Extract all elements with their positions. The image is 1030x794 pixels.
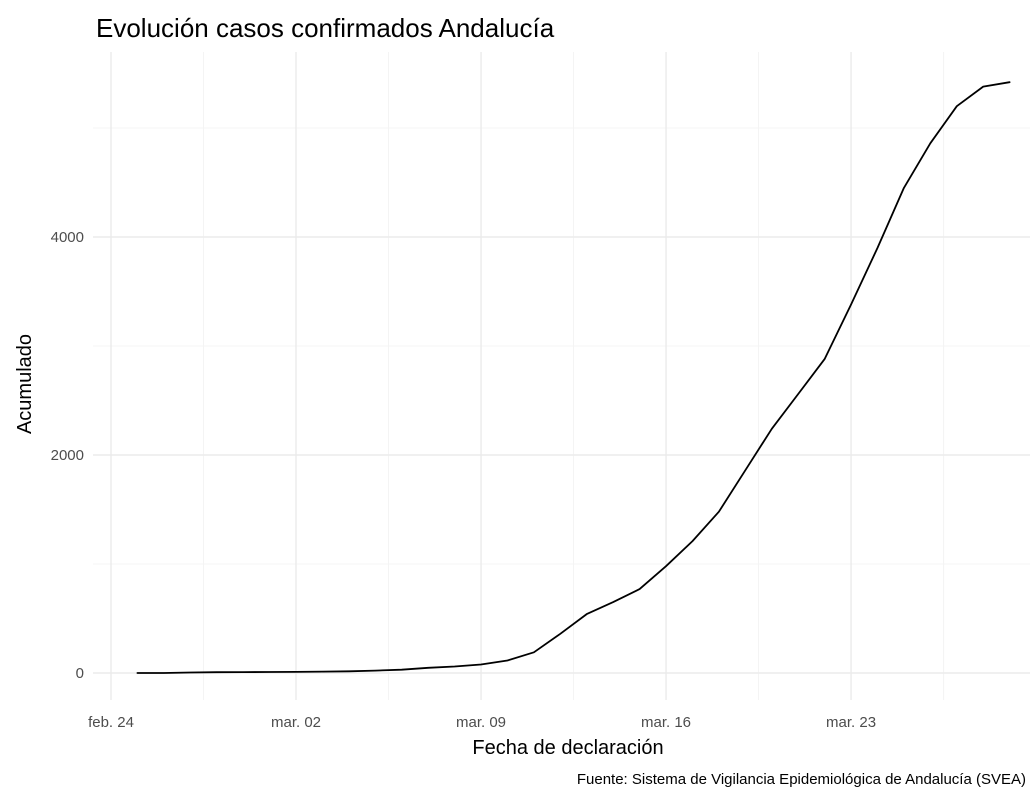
- x-tick-label: mar. 23: [826, 714, 876, 731]
- x-tick-label: mar. 02: [271, 714, 321, 731]
- x-axis-title: Fecha de declaración: [472, 737, 663, 759]
- y-tick-label: 2000: [51, 447, 84, 464]
- chart-title: Evolución casos confirmados Andalucía: [96, 13, 555, 43]
- x-tick-label: feb. 24: [88, 714, 134, 731]
- series-line-acumulado: [136, 81, 1011, 674]
- y-axis-ticks: 0 2000 4000: [51, 229, 84, 682]
- x-tick-label: mar. 16: [641, 714, 691, 731]
- y-axis-title: Acumulado: [14, 334, 36, 434]
- y-tick-label: 4000: [51, 229, 84, 246]
- x-tick-label: mar. 09: [456, 714, 506, 731]
- grid: [93, 52, 1030, 700]
- x-axis-ticks: feb. 24 mar. 02 mar. 09 mar. 16 mar. 23: [88, 714, 876, 731]
- chart-caption: Fuente: Sistema de Vigilancia Epidemioló…: [577, 771, 1026, 788]
- y-tick-label: 0: [76, 665, 84, 682]
